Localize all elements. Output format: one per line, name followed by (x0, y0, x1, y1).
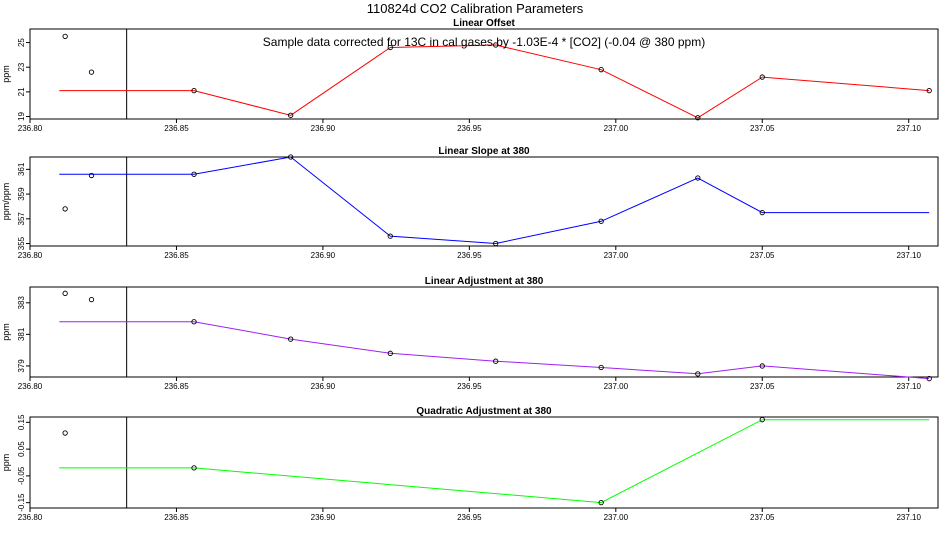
x-tick-label-3-1: 236.85 (164, 513, 189, 522)
x-tick-label-3-6: 237.10 (896, 513, 921, 522)
series-line-3 (59, 419, 930, 504)
x-tick-label-1-0: 236.80 (18, 251, 43, 260)
y-tick-label-2-2: 383 (17, 296, 26, 310)
data-point-0-1 (88, 69, 95, 75)
chart-main-title: 110824d CO2 Calibration Parameters (366, 1, 584, 16)
series-line-0 (59, 44, 930, 119)
x-tick-label-3-5: 237.05 (750, 513, 775, 522)
x-tick-label-2-4: 237.00 (604, 382, 629, 391)
y-tick-label-3-2: 0.05 (17, 441, 26, 457)
x-tick-label-0-4: 237.00 (604, 124, 629, 133)
x-tick-label-1-1: 236.85 (164, 251, 189, 260)
x-tick-label-1-4: 237.00 (604, 251, 629, 260)
data-point-3-2 (598, 499, 604, 506)
data-point-0-4 (387, 44, 393, 51)
x-tick-label-3-0: 236.80 (18, 513, 43, 522)
x-tick-label-0-1: 236.85 (164, 124, 189, 133)
x-tick-label-0-3: 236.95 (457, 124, 482, 133)
x-tick-label-2-0: 236.80 (18, 382, 43, 391)
y-axis-label-3: ppm (1, 454, 11, 472)
data-point-3-3 (759, 417, 765, 423)
x-tick-label-2-2: 236.90 (311, 382, 336, 391)
y-tick-label-0-3: 25 (17, 38, 26, 47)
data-point-0-7 (695, 115, 701, 121)
data-point-2-1 (88, 296, 95, 303)
data-point-0-8 (759, 74, 765, 80)
y-tick-label-0-2: 23 (17, 62, 26, 71)
panel-title-3: Quadratic Adjustment at 380 (416, 406, 552, 417)
data-point-1-5 (493, 240, 499, 247)
x-tick-label-3-4: 237.00 (604, 513, 629, 522)
x-tick-label-2-6: 237.10 (896, 382, 921, 391)
plot-frame-2 (29, 286, 939, 378)
correction-annotation: Sample data corrected for 13C in cal gas… (263, 35, 705, 49)
data-point-1-8 (759, 209, 765, 216)
panel-title-1: Linear Slope at 380 (438, 146, 530, 157)
y-tick-label-2-1: 381 (17, 327, 26, 341)
x-tick-label-1-6: 237.10 (896, 251, 921, 260)
data-point-3-0 (62, 430, 68, 436)
panel-title-2: Linear Adjustment at 380 (425, 276, 544, 287)
plot-frame-3 (29, 416, 939, 509)
data-point-0-5 (493, 42, 499, 48)
data-point-2-9 (926, 375, 932, 382)
plot-frame-1 (29, 156, 939, 247)
data-point-0-6 (598, 67, 604, 73)
data-point-2-7 (695, 371, 701, 377)
data-point-1-6 (598, 218, 604, 224)
data-point-1-0 (62, 206, 68, 212)
data-point-1-4 (387, 233, 393, 239)
x-tick-label-0-6: 237.10 (896, 124, 921, 133)
data-point-2-2 (191, 319, 197, 325)
data-point-1-2 (191, 171, 197, 177)
x-tick-label-1-2: 236.90 (311, 251, 336, 260)
y-tick-label-1-3: 361 (17, 162, 26, 176)
y-axis-label-2: ppm (1, 323, 11, 341)
data-point-2-8 (759, 363, 765, 369)
x-tick-label-1-3: 236.95 (457, 251, 482, 260)
y-tick-label-1-1: 357 (17, 212, 26, 226)
x-tick-label-0-2: 236.90 (311, 124, 336, 133)
series-line-1 (59, 156, 930, 245)
data-point-2-4 (387, 350, 393, 356)
y-tick-label-0-1: 21 (17, 87, 26, 96)
data-point-2-3 (288, 336, 294, 342)
x-tick-label-2-3: 236.95 (457, 382, 482, 391)
y-tick-label-3-1: -0.05 (17, 466, 26, 485)
data-point-0-3 (288, 112, 294, 118)
data-point-2-5 (493, 358, 499, 364)
x-tick-label-2-5: 237.05 (750, 382, 775, 391)
data-point-1-7 (695, 175, 701, 181)
x-tick-label-1-5: 237.05 (750, 251, 775, 260)
panel-title-0: Linear Offset (453, 18, 515, 29)
x-tick-label-0-5: 237.05 (750, 124, 775, 133)
data-point-2-0 (62, 290, 68, 296)
x-tick-label-2-1: 236.85 (164, 382, 189, 391)
data-point-0-0 (62, 33, 68, 40)
x-tick-label-3-3: 236.95 (457, 513, 482, 522)
data-point-1-1 (88, 172, 95, 179)
data-point-0-9 (926, 87, 932, 94)
y-tick-label-1-2: 359 (17, 187, 26, 201)
y-axis-label-0: ppm (1, 65, 11, 83)
y-tick-label-1-0: 355 (17, 236, 26, 250)
data-point-1-3 (288, 154, 294, 160)
y-tick-label-2-0: 379 (17, 359, 26, 373)
data-point-2-6 (598, 364, 604, 371)
y-axis-label-1: ppm/ppm (1, 183, 11, 221)
y-tick-label-0-0: 19 (17, 112, 26, 121)
data-point-3-1 (191, 465, 197, 471)
x-tick-label-0-0: 236.80 (18, 124, 43, 133)
plot-frame-0 (29, 28, 939, 120)
y-tick-label-3-0: -0.15 (17, 493, 26, 512)
data-point-0-2 (191, 87, 197, 94)
y-tick-label-3-3: 0.15 (17, 414, 26, 430)
x-tick-label-3-2: 236.90 (311, 513, 336, 522)
series-line-2 (59, 321, 930, 380)
